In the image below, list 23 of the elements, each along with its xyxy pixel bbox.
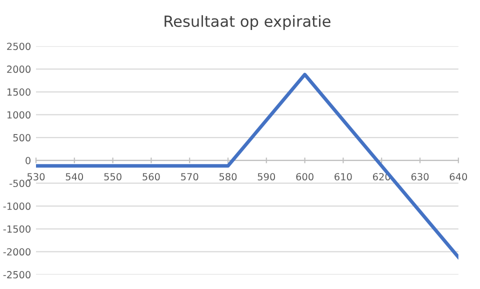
y-tick-label: -2000 — [3, 248, 30, 256]
x-tick-label: 570 — [181, 173, 198, 180]
x-tick-label: 640 — [450, 173, 468, 180]
x-tick-label: 600 — [296, 173, 314, 180]
x-tick-label: 610 — [334, 173, 352, 180]
x-tick-label: 560 — [142, 173, 160, 180]
y-tick-label: 500 — [13, 134, 30, 142]
y-tick-label: -500 — [10, 180, 30, 188]
y-tick-label: 1000 — [7, 111, 30, 119]
chart-title: Resultaat op expiratie — [164, 15, 330, 30]
x-tick-label: 530 — [27, 173, 45, 180]
y-tick-label: -2500 — [3, 271, 30, 278]
x-tick-label: 550 — [104, 173, 122, 180]
x-tick-label: 590 — [258, 173, 276, 180]
x-tick-label: 580 — [219, 173, 237, 180]
y-tick-label: 2500 — [7, 42, 30, 50]
x-tick-label: 540 — [66, 173, 84, 180]
y-tick-label: 2000 — [7, 66, 30, 73]
y-tick-label: -1500 — [3, 225, 30, 233]
x-tick-label: 630 — [411, 173, 429, 180]
y-tick-label: 1500 — [7, 88, 30, 96]
y-tick-label: -1000 — [3, 202, 30, 210]
y-tick-label: 0 — [26, 156, 30, 164]
